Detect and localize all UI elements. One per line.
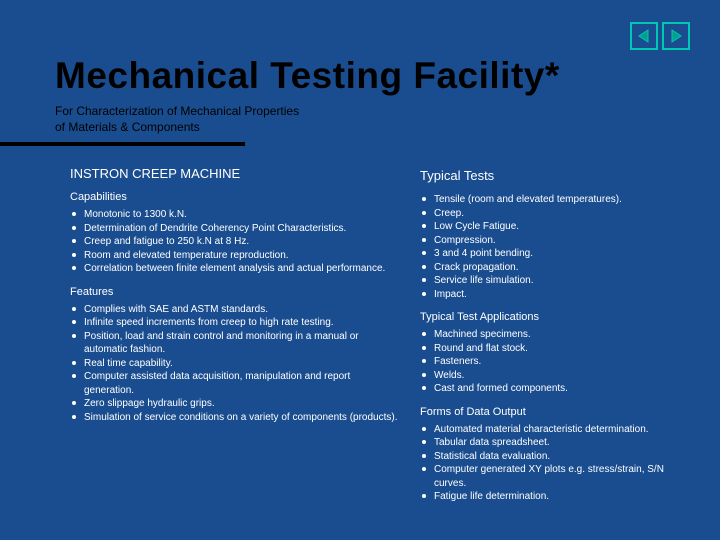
list-item: Round and flat stock.: [420, 342, 690, 356]
page-subtitle: For Characterization of Mechanical Prope…: [55, 104, 299, 135]
list-item: Service life simulation.: [420, 274, 690, 288]
list-item: Statistical data evaluation.: [420, 450, 690, 464]
list-item: Computer assisted data acquisition, mani…: [70, 370, 400, 397]
prev-button[interactable]: [630, 22, 658, 50]
content-area: INSTRON CREEP MACHINE Capabilities Monot…: [70, 160, 690, 512]
list-item: Machined specimens.: [420, 328, 690, 342]
capabilities-list: Monotonic to 1300 k.N.Determination of D…: [70, 208, 400, 276]
capabilities-label: Capabilities: [70, 191, 400, 203]
page-title: Mechanical Testing Facility*: [55, 55, 560, 97]
list-item: Fasteners.: [420, 355, 690, 369]
triangle-left-icon: [636, 28, 652, 44]
list-item: Welds.: [420, 369, 690, 383]
list-item: Monotonic to 1300 k.N.: [70, 208, 400, 222]
list-item: Correlation between finite element analy…: [70, 262, 400, 276]
data-output-label: Forms of Data Output: [420, 406, 690, 418]
features-list: Complies with SAE and ASTM standards.Inf…: [70, 303, 400, 425]
list-item: Real time capability.: [70, 357, 400, 371]
list-item: Position, load and strain control and mo…: [70, 330, 400, 357]
list-item: Room and elevated temperature reproducti…: [70, 249, 400, 263]
left-column: INSTRON CREEP MACHINE Capabilities Monot…: [70, 160, 400, 512]
features-label: Features: [70, 286, 400, 298]
list-item: Low Cycle Fatigue.: [420, 220, 690, 234]
list-item: Creep and fatigue to 250 k.N at 8 Hz.: [70, 235, 400, 249]
right-column: Typical Tests Tensile (room and elevated…: [420, 160, 690, 512]
list-item: Complies with SAE and ASTM standards.: [70, 303, 400, 317]
list-item: Compression.: [420, 234, 690, 248]
list-item: Impact.: [420, 288, 690, 302]
next-button[interactable]: [662, 22, 690, 50]
list-item: Tabular data spreadsheet.: [420, 436, 690, 450]
subtitle-line-1: For Characterization of Mechanical Prope…: [55, 104, 299, 118]
list-item: Infinite speed increments from creep to …: [70, 316, 400, 330]
list-item: Determination of Dendrite Coherency Poin…: [70, 222, 400, 236]
list-item: Zero slippage hydraulic grips.: [70, 397, 400, 411]
subtitle-line-2: of Materials & Components: [55, 120, 200, 134]
nav-button-group: [630, 22, 690, 50]
triangle-right-icon: [668, 28, 684, 44]
list-item: 3 and 4 point bending.: [420, 247, 690, 261]
list-item: Computer generated XY plots e.g. stress/…: [420, 463, 690, 490]
list-item: Fatigue life determination.: [420, 490, 690, 504]
test-applications-label: Typical Test Applications: [420, 311, 690, 323]
list-item: Simulation of service conditions on a va…: [70, 411, 400, 425]
typical-tests-label: Typical Tests: [420, 168, 690, 183]
test-applications-list: Machined specimens.Round and flat stock.…: [420, 328, 690, 396]
typical-tests-list: Tensile (room and elevated temperatures)…: [420, 193, 690, 301]
title-underline: [0, 142, 245, 146]
list-item: Tensile (room and elevated temperatures)…: [420, 193, 690, 207]
list-item: Cast and formed components.: [420, 382, 690, 396]
left-heading: INSTRON CREEP MACHINE: [70, 166, 400, 181]
list-item: Creep.: [420, 207, 690, 221]
list-item: Automated material characteristic determ…: [420, 423, 690, 437]
list-item: Crack propagation.: [420, 261, 690, 275]
data-output-list: Automated material characteristic determ…: [420, 423, 690, 504]
